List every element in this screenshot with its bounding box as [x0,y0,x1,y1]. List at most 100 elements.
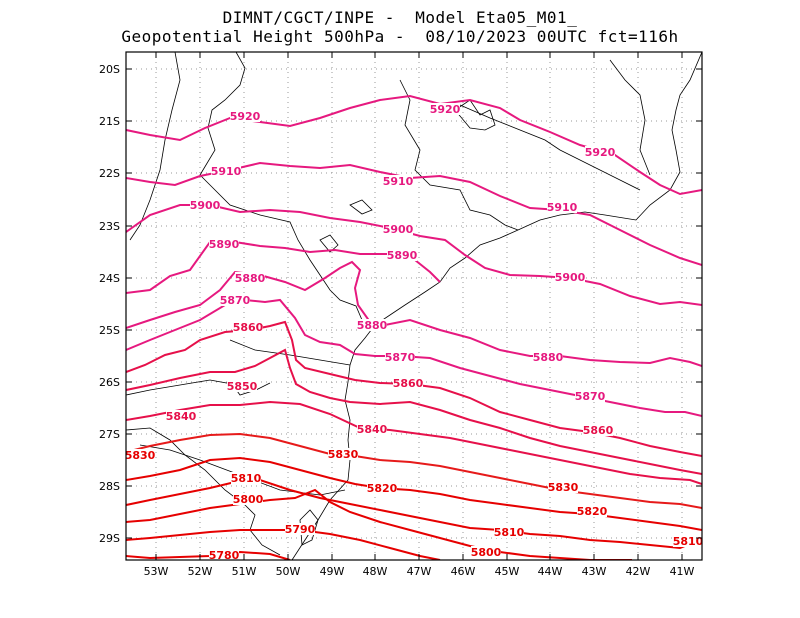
lat-label: 24S [99,272,120,285]
state-border-mg [399,79,519,231]
contour-label-5900: 5900 [555,271,586,284]
contour-label-5810: 5810 [494,526,525,539]
river-parana [129,52,181,241]
map-title-line2: Geopotential Height 500hPa - 08/10/2023 … [121,27,679,46]
lon-label: 47W [407,565,432,578]
longitude-axis: 53W 52W 51W 50W 49W 48W 47W 46W 45W 44W 43W 42W 41W [144,52,695,578]
contour-label-halo [211,165,241,177]
lat-label: 21S [99,115,120,128]
lon-label: 50W [276,565,301,578]
contour-label-halo [471,546,501,558]
contour-label-halo [383,223,413,235]
contour-line-5900 [126,204,702,306]
contour-label-5830: 5830 [328,448,359,461]
contour-label-halo [494,526,524,538]
contour-label-5900: 5900 [383,223,414,236]
reservoir [454,99,496,131]
lon-label: 53W [144,565,169,578]
contour-label-5920: 5920 [430,103,461,116]
contour-line-5800 [126,488,632,560]
contour-label-5870: 5870 [385,351,416,364]
contour-label-halo [126,449,155,461]
contour-label-halo [387,249,417,261]
contour-label-halo [430,103,460,115]
lat-label: 29S [99,532,120,545]
contour-label-5890: 5890 [387,249,418,262]
contour-label-halo [231,472,261,484]
contour-label-5880: 5880 [235,272,266,285]
contour-label-5840: 5840 [357,423,388,436]
contour-label-5860: 5860 [393,377,424,390]
lon-label: 44W [538,565,563,578]
contour-label-5880: 5880 [357,319,388,332]
contour-label-5920: 5920 [585,146,616,159]
contour-line-5810 [126,478,702,550]
contour-label-halo [166,410,196,422]
lat-label: 22S [99,167,120,180]
contour-label-halo [209,238,239,250]
lat-label: 28S [99,480,120,493]
state-border-sc-rs [139,444,346,496]
state-border-rj [459,104,641,191]
lon-label: 49W [320,565,345,578]
state-border-es [609,59,651,176]
lon-label: 41W [670,565,695,578]
contour-label-5840: 5840 [166,410,197,423]
contour-label-halo [233,493,263,505]
contour-label-5780: 5780 [209,549,240,562]
contour-line-5830 [126,432,702,509]
contour-label-halo [328,448,358,460]
contour-label-halo [673,535,702,547]
contour-line-5790 [126,529,441,560]
lon-label: 46W [451,565,476,578]
contour-label-5800: 5800 [471,546,502,559]
contour-label-halo [577,505,607,517]
lon-label: 51W [232,565,257,578]
contour-label-5860: 5860 [233,321,264,334]
contour-line-5840 [126,400,702,485]
contour-label-halo [233,321,263,333]
contour-line-5920 [126,94,702,196]
contour-line-5820 [126,456,702,531]
contour-label-5810: 5810 [231,472,262,485]
contour-label-5790: 5790 [285,523,316,536]
contour-label-halo [227,380,257,392]
contour-label-halo [555,271,585,283]
coastlines-borders [126,52,702,560]
lat-label: 27S [99,428,120,441]
contour-label-5900: 5900 [190,199,221,212]
contour-label-halo [235,272,265,284]
contour-label-5830: 5830 [125,449,156,462]
island-group [319,234,339,253]
latitude-axis: 20S 21S 22S 23S 24S 25S 26S 27S 28S 29S [99,63,702,545]
contour-label-halo [190,199,220,211]
contour-label-5800: 5800 [233,493,264,506]
map-frame [125,51,703,561]
lon-label: 48W [363,565,388,578]
contour-label-5890: 5890 [209,238,240,251]
contour-label-halo [385,351,415,363]
contour-label-5920: 5920 [230,110,261,123]
contour-label-halo [393,377,423,389]
contour-label-halo [575,390,605,402]
contour-label-halo [357,319,387,331]
state-border-north [199,52,363,321]
contour-label-5860: 5860 [583,424,614,437]
contour-line-5850 [126,348,702,475]
contour-labels: 5920 5920 5920 5910 5910 5910 5900 5900 5900 5890… [125,103,704,562]
contour-label-5880: 5880 [533,351,564,364]
lon-label: 42W [626,565,651,578]
contour-label-halo [548,481,578,493]
lon-label: 43W [582,565,607,578]
contour-label-halo [209,549,239,560]
contour-label-5820: 5820 [577,505,608,518]
contour-label-5810: 5810 [673,535,704,548]
contour-label-halo [585,146,615,158]
contour-label-halo [220,294,250,306]
lon-label: 45W [495,565,520,578]
border-argentina [126,427,281,556]
lat-label: 26S [99,376,120,389]
contour-label-5910: 5910 [547,201,578,214]
contour-label-halo [383,175,413,187]
